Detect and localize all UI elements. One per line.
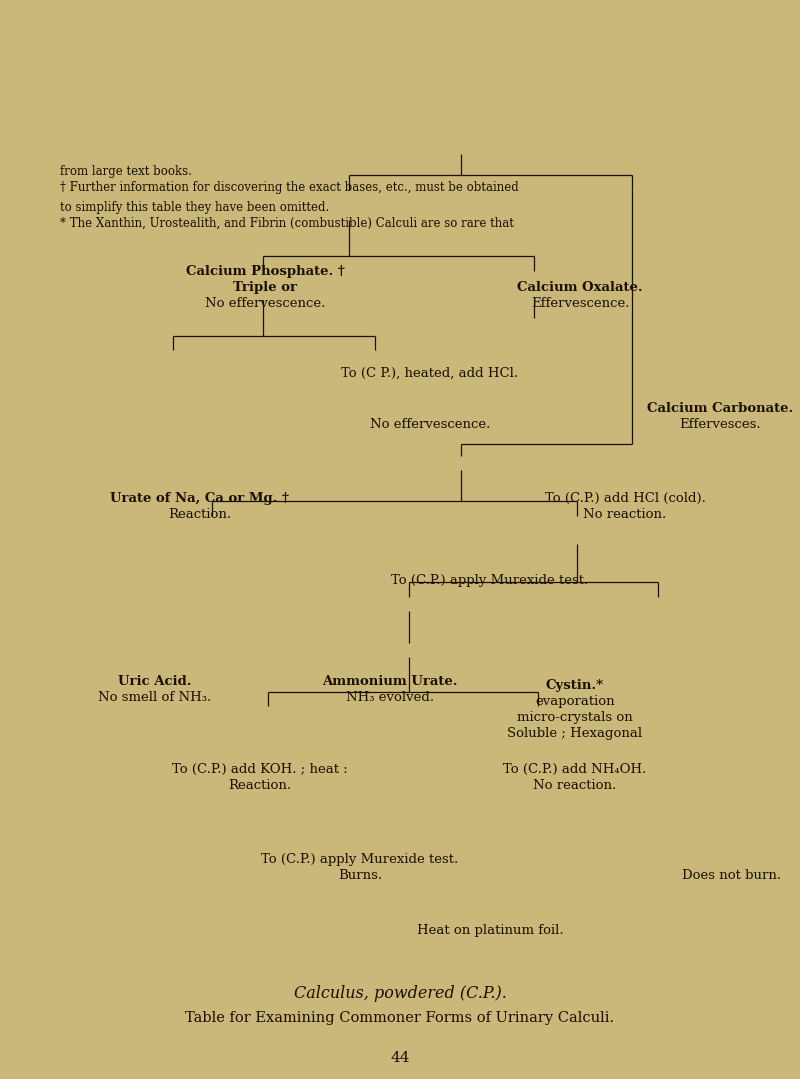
Text: Calcium Carbonate.: Calcium Carbonate. <box>647 402 793 415</box>
Text: micro-crystals on: micro-crystals on <box>517 711 633 724</box>
Text: Does not burn.: Does not burn. <box>682 869 781 882</box>
Text: Uric Acid.: Uric Acid. <box>118 675 192 688</box>
Text: Calcium Oxalate.: Calcium Oxalate. <box>517 281 643 293</box>
Text: No smell of NH₃.: No smell of NH₃. <box>98 691 212 704</box>
Text: Reaction.: Reaction. <box>229 779 291 792</box>
Text: To (C.P.) apply Murexide test.: To (C.P.) apply Murexide test. <box>391 574 589 587</box>
Text: Ammonium Urate.: Ammonium Urate. <box>322 675 458 688</box>
Text: To (C.P.) apply Murexide test.: To (C.P.) apply Murexide test. <box>262 853 458 866</box>
Text: To (C.P.) add KOH. ; heat :: To (C.P.) add KOH. ; heat : <box>172 763 348 776</box>
Text: † Further information for discovering the exact bases, etc., must be obtained: † Further information for discovering th… <box>60 181 518 194</box>
Text: Calculus, powdered (C.P.).: Calculus, powdered (C.P.). <box>294 985 506 1002</box>
Text: NH₃ evolved.: NH₃ evolved. <box>346 691 434 704</box>
Text: Burns.: Burns. <box>338 869 382 882</box>
Text: Heat on platinum foil.: Heat on platinum foil. <box>417 924 563 937</box>
Text: Calcium Phosphate. †: Calcium Phosphate. † <box>186 265 345 278</box>
Text: to simplify this table they have been omitted.: to simplify this table they have been om… <box>60 201 330 214</box>
Text: 44: 44 <box>390 1051 410 1065</box>
Text: Soluble ; Hexagonal: Soluble ; Hexagonal <box>507 727 642 740</box>
Text: Reaction.: Reaction. <box>169 508 231 521</box>
Text: No reaction.: No reaction. <box>534 779 617 792</box>
Text: Table for Examining Commoner Forms of Urinary Calculi.: Table for Examining Commoner Forms of Ur… <box>186 1011 614 1025</box>
Text: Triple or: Triple or <box>233 281 297 293</box>
Text: from large text books.: from large text books. <box>60 165 192 178</box>
Text: No effervescence.: No effervescence. <box>370 418 490 431</box>
Text: * The Xanthin, Urostealith, and Fibrin (combustible) Calculi are so rare that: * The Xanthin, Urostealith, and Fibrin (… <box>60 217 514 230</box>
Text: No effervescence.: No effervescence. <box>205 297 325 310</box>
Text: Effervescence.: Effervescence. <box>530 297 630 310</box>
Text: No reaction.: No reaction. <box>583 508 666 521</box>
Text: Urate of Na, Ca or Mg. †: Urate of Na, Ca or Mg. † <box>110 492 290 505</box>
Text: To (C.P.) add HCl (cold).: To (C.P.) add HCl (cold). <box>545 492 706 505</box>
Text: evaporation: evaporation <box>535 695 615 708</box>
Text: Effervesces.: Effervesces. <box>679 418 761 431</box>
Text: Cystin.*: Cystin.* <box>546 679 604 692</box>
Text: To (C P.), heated, add HCl.: To (C P.), heated, add HCl. <box>342 367 518 380</box>
Text: To (C.P.) add NH₄OH.: To (C.P.) add NH₄OH. <box>503 763 646 776</box>
